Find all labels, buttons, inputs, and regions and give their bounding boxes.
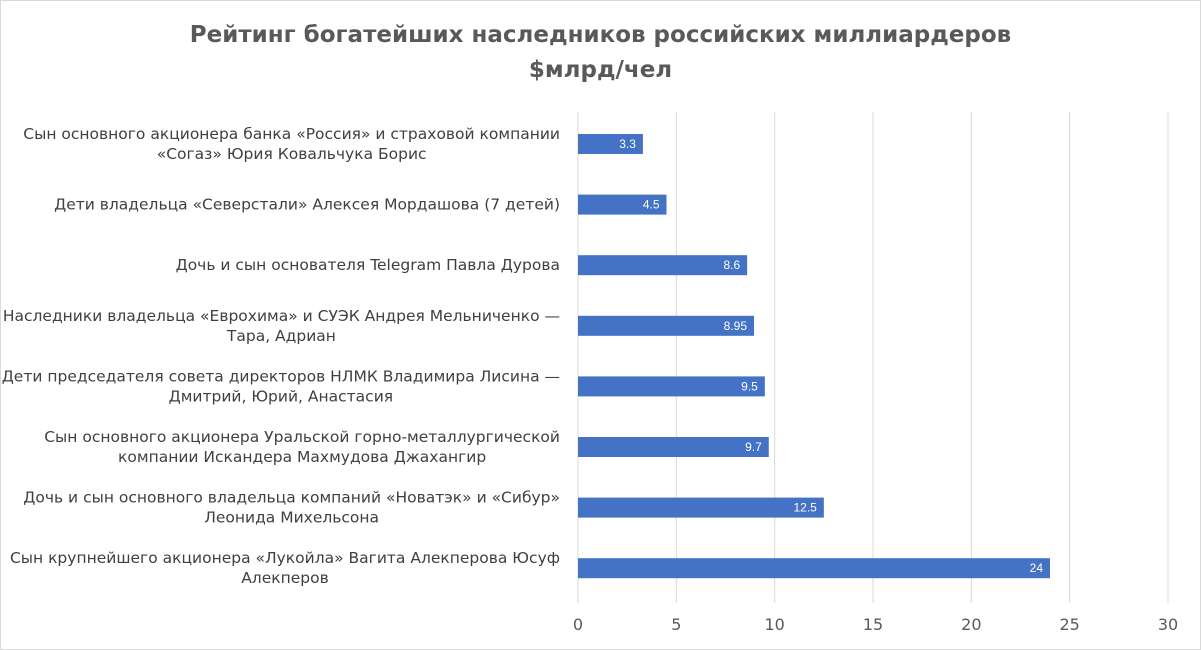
x-tick-label: 0: [573, 615, 583, 634]
data-label: 3.3: [619, 137, 636, 151]
category-label: Сын крупнейшего акционера «Лукойла» Ваги…: [10, 549, 560, 587]
chart-title: Рейтинг богатейших наследников российски…: [0, 18, 1201, 88]
category-label-line: Дочь и сын основного владельца компаний …: [23, 489, 560, 507]
category-label-line: Дмитрий, Юрий, Анастасия: [169, 387, 394, 405]
category-label: Дети председателя совета директоров НЛМК…: [2, 367, 560, 405]
data-label: 9.7: [745, 440, 762, 454]
category-label-line: Тара, Адриан: [226, 327, 336, 345]
bar: [578, 376, 765, 397]
category-label: Сын основного акционера Уральской горно-…: [44, 428, 560, 466]
category-label-line: компании Искандера Махмудова Джахангир: [118, 448, 486, 466]
x-tick-label: 30: [1158, 615, 1178, 634]
category-label-line: Сын крупнейшего акционера «Лукойла» Ваги…: [10, 549, 560, 567]
gridlines: [577, 112, 1169, 603]
category-label-line: Дочь и сын основателя Telegram Павла Дур…: [176, 256, 560, 274]
x-tick-label: 10: [764, 615, 784, 634]
chart-subtitle-text: $млрд/чел: [528, 57, 673, 83]
data-label: 12.5: [793, 501, 817, 515]
category-label-line: Алекперов: [241, 569, 329, 587]
category-label-line: «Согаз» Юрия Ковальчука Борис: [157, 145, 427, 163]
x-axis-ticks: 0 5 10 15 20 25 30: [573, 615, 1178, 634]
data-label: 24: [1030, 561, 1044, 575]
category-label-line: Сын основного акционера банка «Россия» и…: [23, 125, 560, 143]
data-label: 4.5: [643, 198, 660, 212]
category-label-line: Дети владельца «Северстали» Алексея Морд…: [54, 196, 560, 214]
x-tick-label: 25: [1059, 615, 1079, 634]
x-tick-label: 5: [671, 615, 681, 634]
data-label: 8.6: [723, 258, 740, 272]
bar: [578, 558, 1050, 579]
data-label: 9.5: [741, 379, 758, 393]
category-label: Дети владельца «Северстали» Алексея Морд…: [54, 196, 560, 214]
x-tick-label: 20: [961, 615, 981, 634]
category-label-line: Сын основного акционера Уральской горно-…: [44, 428, 560, 446]
x-tick-label: 15: [863, 615, 883, 634]
category-label: Дочь и сын основного владельца компаний …: [23, 489, 560, 527]
category-label-line: Дети председателя совета директоров НЛМК…: [2, 367, 560, 385]
category-label: Дочь и сын основателя Telegram Павла Дур…: [176, 256, 560, 274]
category-labels: Сын основного акционера банка «Россия» и…: [2, 125, 560, 587]
bar: [578, 315, 755, 336]
bars: 3.3 4.5 8.6 8.95 9.5 9.7 12.5 24: [578, 134, 1050, 579]
category-label-line: Наследники владельца «Еврохима» и СУЭК А…: [3, 307, 560, 325]
category-label: Сын основного акционера банка «Россия» и…: [23, 125, 560, 163]
bar: [578, 497, 824, 518]
bar: [578, 194, 667, 215]
data-label: 8.95: [724, 319, 748, 333]
bar: [578, 255, 748, 276]
category-label: Наследники владельца «Еврохима» и СУЭК А…: [3, 307, 560, 345]
chart-title-text: Рейтинг богатейших наследников российски…: [189, 22, 1012, 48]
bar: [578, 134, 643, 154]
bar: [578, 437, 769, 457]
category-label-line: Леонида Михельсона: [204, 509, 379, 527]
